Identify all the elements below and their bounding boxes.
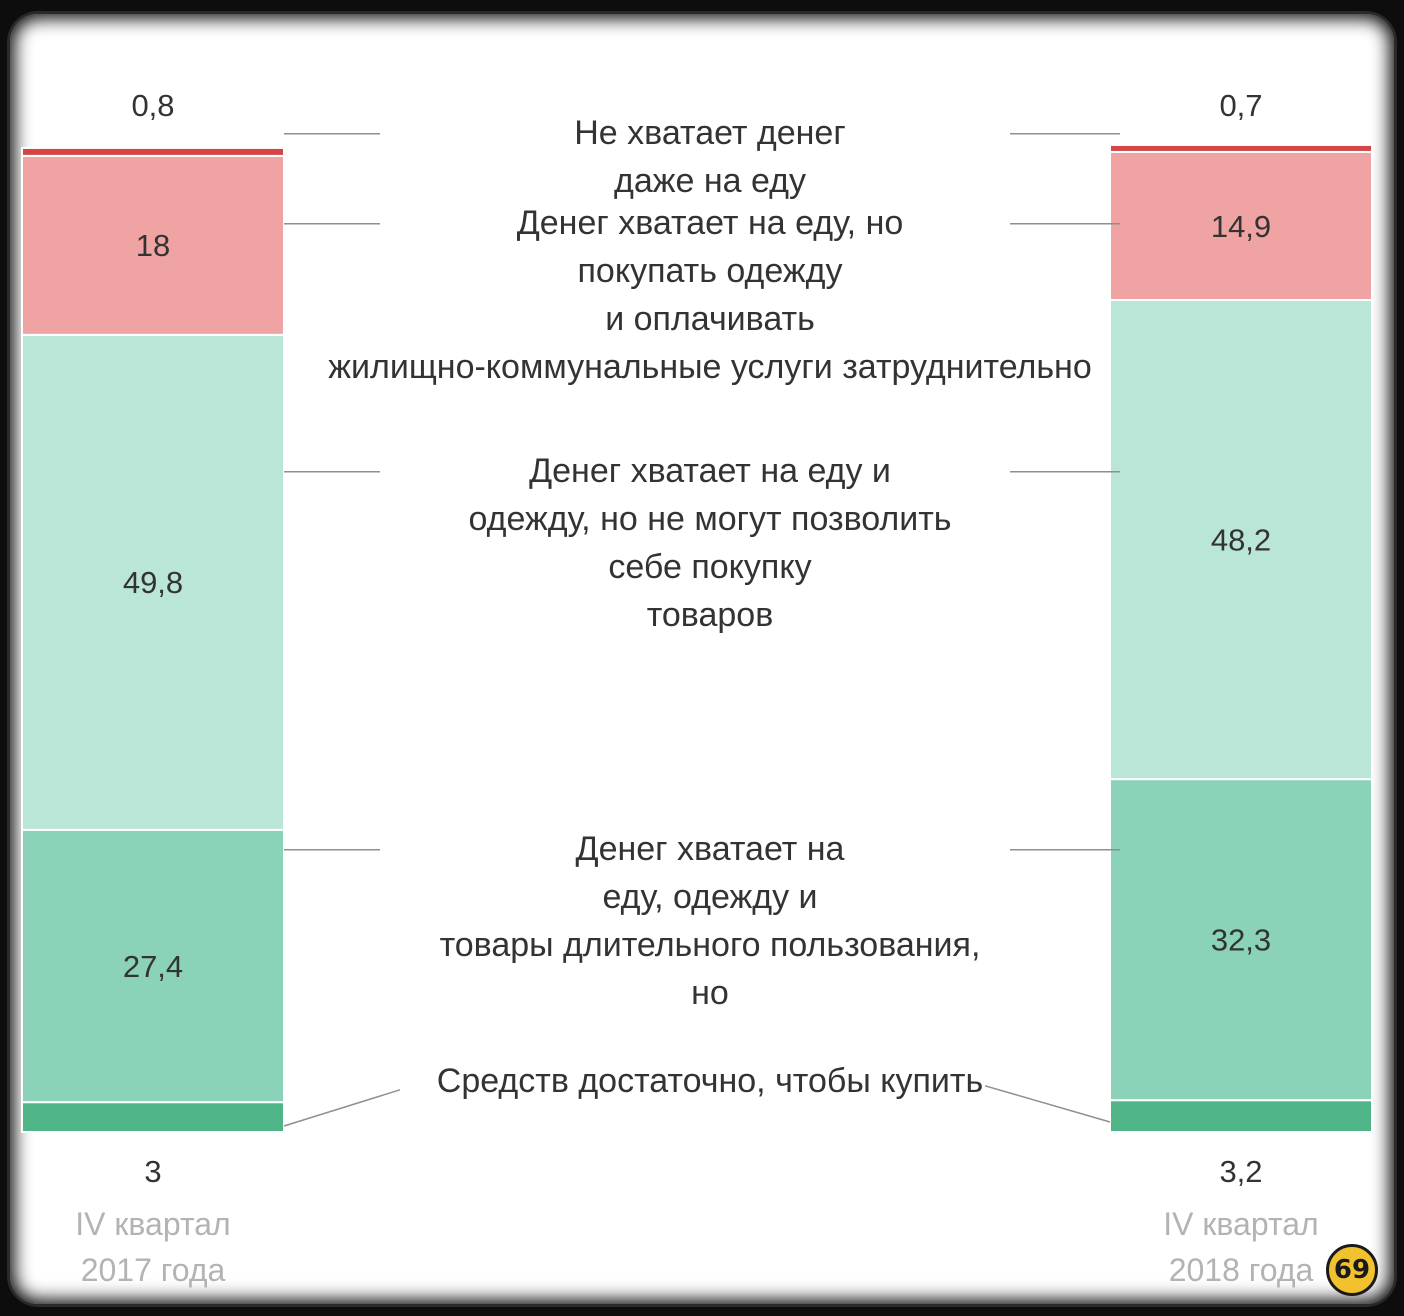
legend-label: Средств достаточно, чтобы купить [437, 1062, 983, 1100]
legend-label: Не хватает денег [574, 114, 846, 152]
legend-label: товаров [647, 596, 774, 634]
legend-label: Денег хватает на еду и [529, 452, 891, 490]
legend-label: еду, одежду и [602, 878, 817, 916]
data-label: 27,4 [123, 949, 183, 984]
bar-segment [21, 1101, 285, 1134]
data-label: 0,7 [1219, 88, 1262, 123]
legend-label: но [691, 974, 729, 1012]
chart-frame: 3 27,4 49,8 18 0,8 3,2 32,3 48,2 14,9 0,7 IV кварт… [10, 14, 1394, 1304]
data-label: 3,2 [1219, 1154, 1262, 1189]
legend-label: покупать одежду [578, 252, 843, 290]
logo-badge-icon: 69 [1326, 1244, 1378, 1296]
data-label: 49,8 [123, 565, 183, 600]
leader-line [984, 1085, 1111, 1123]
legend-label: жилищно-коммунальные услуги затруднитель… [328, 348, 1092, 386]
category-label: 2018 года [1169, 1252, 1314, 1288]
bar-segment [1109, 143, 1373, 153]
data-label: 32,3 [1211, 923, 1271, 958]
data-label: 18 [136, 228, 170, 263]
data-label: 14,9 [1211, 209, 1271, 244]
category-label: 2017 года [81, 1252, 226, 1288]
bar-segment [1109, 778, 1373, 1102]
data-label: 48,2 [1211, 522, 1271, 557]
leader-line [283, 1089, 401, 1127]
legend-label: и оплачивать [605, 300, 815, 338]
legend-label: даже на еду [614, 162, 806, 200]
legend-label: себе покупку [608, 548, 811, 586]
bar-segment [1109, 150, 1373, 302]
bar-segment [21, 146, 285, 157]
legend-label: Денег хватает на еду, но [517, 204, 904, 242]
bar-segment [1109, 299, 1373, 781]
stacked-bar-chart: 3 27,4 49,8 18 0,8 3,2 32,3 48,2 14,9 0,7 IV кварт… [21, 88, 1373, 1288]
bar-segment [21, 828, 285, 1104]
data-label: 0,8 [131, 88, 174, 123]
bar-segment [1109, 1099, 1373, 1134]
legend-label: одежду, но не могут позволить [468, 500, 951, 538]
bar-segment [21, 333, 285, 831]
legend-label: товары длительного пользования, [440, 926, 981, 964]
legend-label: Денег хватает на [576, 830, 845, 868]
data-label: 3 [144, 1154, 161, 1189]
category-label: IV квартал [75, 1206, 230, 1242]
category-label: IV квартал [1163, 1206, 1318, 1242]
